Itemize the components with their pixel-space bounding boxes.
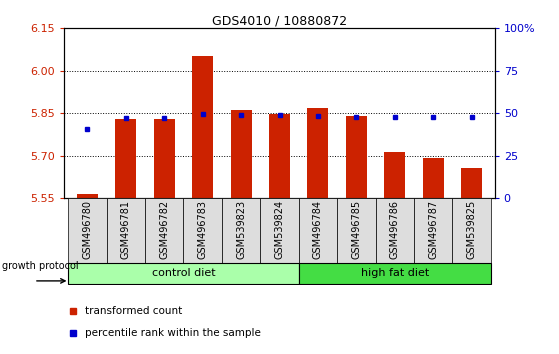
FancyBboxPatch shape	[68, 263, 299, 284]
Bar	[154, 119, 175, 198]
FancyBboxPatch shape	[299, 263, 491, 284]
Text: GSM496780: GSM496780	[82, 200, 92, 259]
FancyBboxPatch shape	[376, 198, 414, 264]
Bar	[423, 158, 444, 198]
FancyBboxPatch shape	[183, 198, 222, 264]
Bar	[307, 108, 329, 198]
Bar	[77, 194, 98, 198]
Text: percentile rank within the sample: percentile rank within the sample	[86, 328, 261, 338]
Text: GSM496786: GSM496786	[390, 200, 400, 259]
FancyBboxPatch shape	[299, 198, 337, 264]
Text: GSM539823: GSM539823	[236, 200, 246, 259]
Text: GSM539825: GSM539825	[467, 200, 477, 259]
FancyBboxPatch shape	[414, 198, 452, 264]
Text: high fat diet: high fat diet	[361, 268, 429, 278]
FancyBboxPatch shape	[68, 198, 107, 264]
Bar	[115, 119, 136, 198]
Text: GSM496784: GSM496784	[313, 200, 323, 259]
Bar	[461, 168, 482, 198]
Text: control diet: control diet	[151, 268, 215, 278]
Text: GSM496785: GSM496785	[352, 200, 361, 259]
Text: GSM496783: GSM496783	[198, 200, 207, 259]
FancyBboxPatch shape	[107, 198, 145, 264]
FancyBboxPatch shape	[222, 198, 260, 264]
Bar	[230, 110, 252, 198]
Text: GSM539824: GSM539824	[274, 200, 285, 259]
Bar	[384, 152, 405, 198]
Bar	[192, 56, 213, 198]
FancyBboxPatch shape	[145, 198, 183, 264]
FancyBboxPatch shape	[337, 198, 376, 264]
FancyBboxPatch shape	[260, 198, 299, 264]
Bar	[269, 114, 290, 198]
Text: GSM496781: GSM496781	[121, 200, 131, 259]
Bar	[346, 115, 367, 198]
Text: transformed count: transformed count	[86, 306, 183, 316]
FancyBboxPatch shape	[452, 198, 491, 264]
Title: GDS4010 / 10880872: GDS4010 / 10880872	[212, 14, 347, 27]
Text: growth protocol: growth protocol	[2, 261, 78, 271]
Text: GSM496787: GSM496787	[428, 200, 438, 259]
Text: GSM496782: GSM496782	[159, 200, 169, 259]
